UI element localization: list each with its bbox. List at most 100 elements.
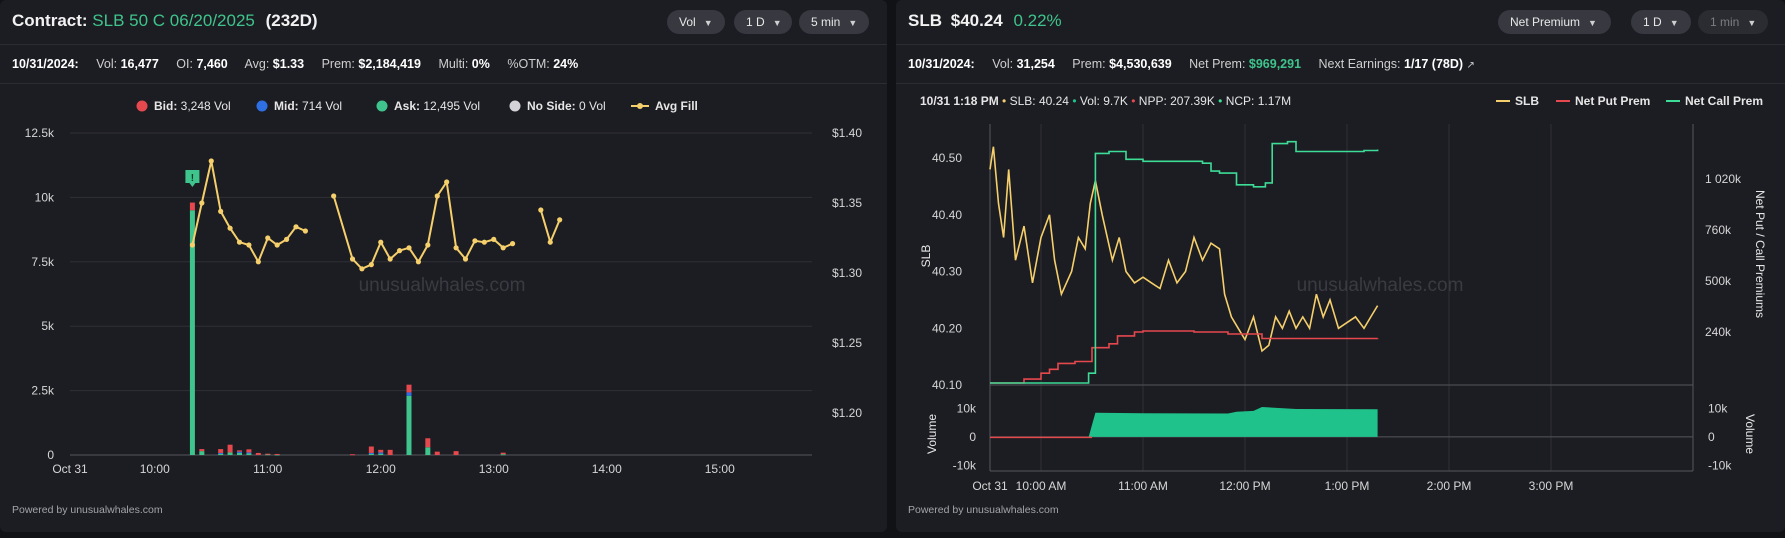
avg-fill-point: [255, 259, 261, 265]
timeframe-dropdown[interactable]: 1 D ▼: [734, 10, 792, 34]
bar-mid: [246, 452, 252, 454]
external-link-icon[interactable]: ↗: [1466, 60, 1475, 71]
alert-marker-glyph: !: [191, 173, 194, 184]
avg-fill-point: [274, 242, 280, 248]
volume-avgfill-chart: 0 2.5k 5k 7.5k 10k 12.5k $1.20 $1.25 $1.30 $1.35 $…: [25, 99, 863, 476]
avg-fill-point: [265, 235, 271, 241]
bar-ask: [246, 453, 252, 455]
avg-fill-point: [246, 242, 252, 248]
bar-ask: [406, 395, 412, 455]
ticker-title: SLB $40.24 0.22%: [908, 11, 1062, 31]
bar-bid: [368, 446, 374, 453]
bar-ask: [218, 453, 224, 455]
bar-bid: [453, 451, 459, 455]
bar-bid: [199, 449, 205, 452]
avg-fill-point: [481, 239, 487, 245]
stat-oi: OI: 7,460: [176, 57, 228, 71]
avg-fill-point: [434, 193, 440, 199]
bar-bid: [237, 450, 242, 452]
avg-fill-point: [283, 236, 290, 242]
footer-credit[interactable]: Powered by unusualwhales.com: [908, 504, 1059, 516]
bar-ask: [265, 454, 271, 456]
y-axis-title: SLB: [919, 245, 933, 268]
x-tick-label: 1:00 PM: [1325, 479, 1370, 493]
legend-swatch: [256, 100, 268, 112]
ticker-price: $40.24: [950, 11, 1003, 30]
chevron-down-icon: ▼: [1669, 18, 1679, 28]
bar-bid: [265, 453, 271, 455]
chevron-down-icon: ▼: [703, 18, 713, 28]
volume-tick-label: 10k: [957, 401, 977, 415]
avg-fill-point: [500, 245, 506, 251]
bar-bid: [246, 449, 252, 453]
left-header: Contract: SLB 50 C 06/20/2025 (232D) Vol…: [0, 0, 887, 45]
volume-axis-title-right: Volume: [1743, 414, 1757, 454]
ticker-stats-bar: 10/31/2024: Vol: 31,254 Prem: $4,530,639…: [896, 45, 1785, 84]
chevron-down-icon: ▼: [1747, 18, 1757, 28]
bar-bid: [255, 452, 261, 455]
legend-label: Net Call Prem: [1685, 94, 1763, 108]
interval-dropdown[interactable]: 5 min ▼: [799, 10, 869, 34]
x-tick-label: 12:00 PM: [1219, 479, 1270, 493]
avg-fill-point: [406, 245, 412, 251]
bar-bid: [434, 451, 440, 455]
legend-swatch: [509, 100, 521, 112]
y-right-tick-label: 1 020k: [1705, 172, 1742, 186]
volume-tick-label: -10k: [1708, 458, 1732, 472]
y-tick-label: 12.5k: [25, 126, 55, 140]
x-tick-label: Oct 31: [52, 462, 88, 476]
contract-symbol[interactable]: SLB 50 C 06/20/2025: [92, 11, 255, 30]
volume-tick-label: 0: [1708, 430, 1715, 444]
avg-fill-point: [199, 200, 205, 206]
y-right-tick-label: $1.20: [832, 406, 862, 420]
bar-ask: [237, 452, 242, 455]
avg-fill-point: [236, 239, 243, 245]
bar-ask: [227, 452, 233, 455]
stat-date: 10/31/2024:: [12, 57, 79, 71]
avg-fill-line: [332, 179, 514, 271]
bar-bid: [406, 384, 412, 393]
bar-bid: [350, 454, 355, 456]
avg-fill-point: [509, 241, 516, 247]
y-right-tick-label: $1.35: [832, 196, 862, 210]
interval-dropdown[interactable]: 1 min ▼: [1698, 10, 1768, 34]
timeframe-dropdown[interactable]: 1 D ▼: [1631, 10, 1691, 34]
footer-credit[interactable]: Powered by unusualwhales.com: [12, 504, 163, 516]
stat-vol: Vol: 16,477: [96, 57, 159, 71]
avg-fill-point: [208, 158, 214, 164]
contract-stats-bar: 10/31/2024: Vol: 16,477 OI: 7,460 Avg: $…: [0, 45, 887, 84]
bar-mid: [378, 452, 384, 454]
stat-otm: %OTM: 24%: [507, 57, 579, 71]
y-right-tick-label: $1.25: [832, 336, 862, 350]
stat-avg: Avg: $1.33: [244, 57, 305, 71]
y-right-tick-label: 760k: [1705, 223, 1732, 237]
avg-fill-point: [453, 245, 459, 251]
stat-date: 10/31/2024:: [908, 57, 975, 71]
y-right-tick-label: $1.30: [832, 266, 862, 280]
legend-label: Ask: 12,495 Vol: [394, 99, 480, 113]
avg-fill-point: [349, 256, 356, 262]
ticker-symbol: SLB: [908, 11, 942, 30]
volume-tick-label: 0: [969, 430, 976, 444]
bar-ask: [274, 454, 280, 456]
stat-prem: Prem: $4,530,639: [1072, 57, 1172, 71]
net-premium-dropdown[interactable]: Net Premium ▼: [1498, 10, 1611, 34]
avg-fill-point: [472, 238, 478, 244]
legend-label: Net Put Prem: [1575, 94, 1650, 108]
y-tick-label: 10k: [35, 190, 55, 204]
chevron-down-icon: ▼: [772, 18, 782, 28]
bar-ask: [368, 453, 374, 455]
bar-mid: [406, 392, 412, 396]
legend-label: Mid: 714 Vol: [274, 99, 342, 113]
volume-area: [990, 407, 1378, 438]
net-premium-panel: SLB $40.24 0.22% Net Premium ▼ 1 D ▼ 1 min…: [896, 0, 1785, 532]
bar-ask: [500, 454, 506, 456]
metric-dropdown[interactable]: Vol ▼: [667, 10, 725, 34]
avg-fill-point: [368, 262, 374, 268]
legend-label: Avg Fill: [655, 99, 698, 113]
x-tick-label: 10:00 AM: [1016, 479, 1067, 493]
y-tick-label: 2.5k: [31, 384, 55, 398]
avg-fill-point: [293, 224, 299, 230]
bar-bid: [274, 453, 280, 455]
bar-ask: [378, 453, 384, 455]
